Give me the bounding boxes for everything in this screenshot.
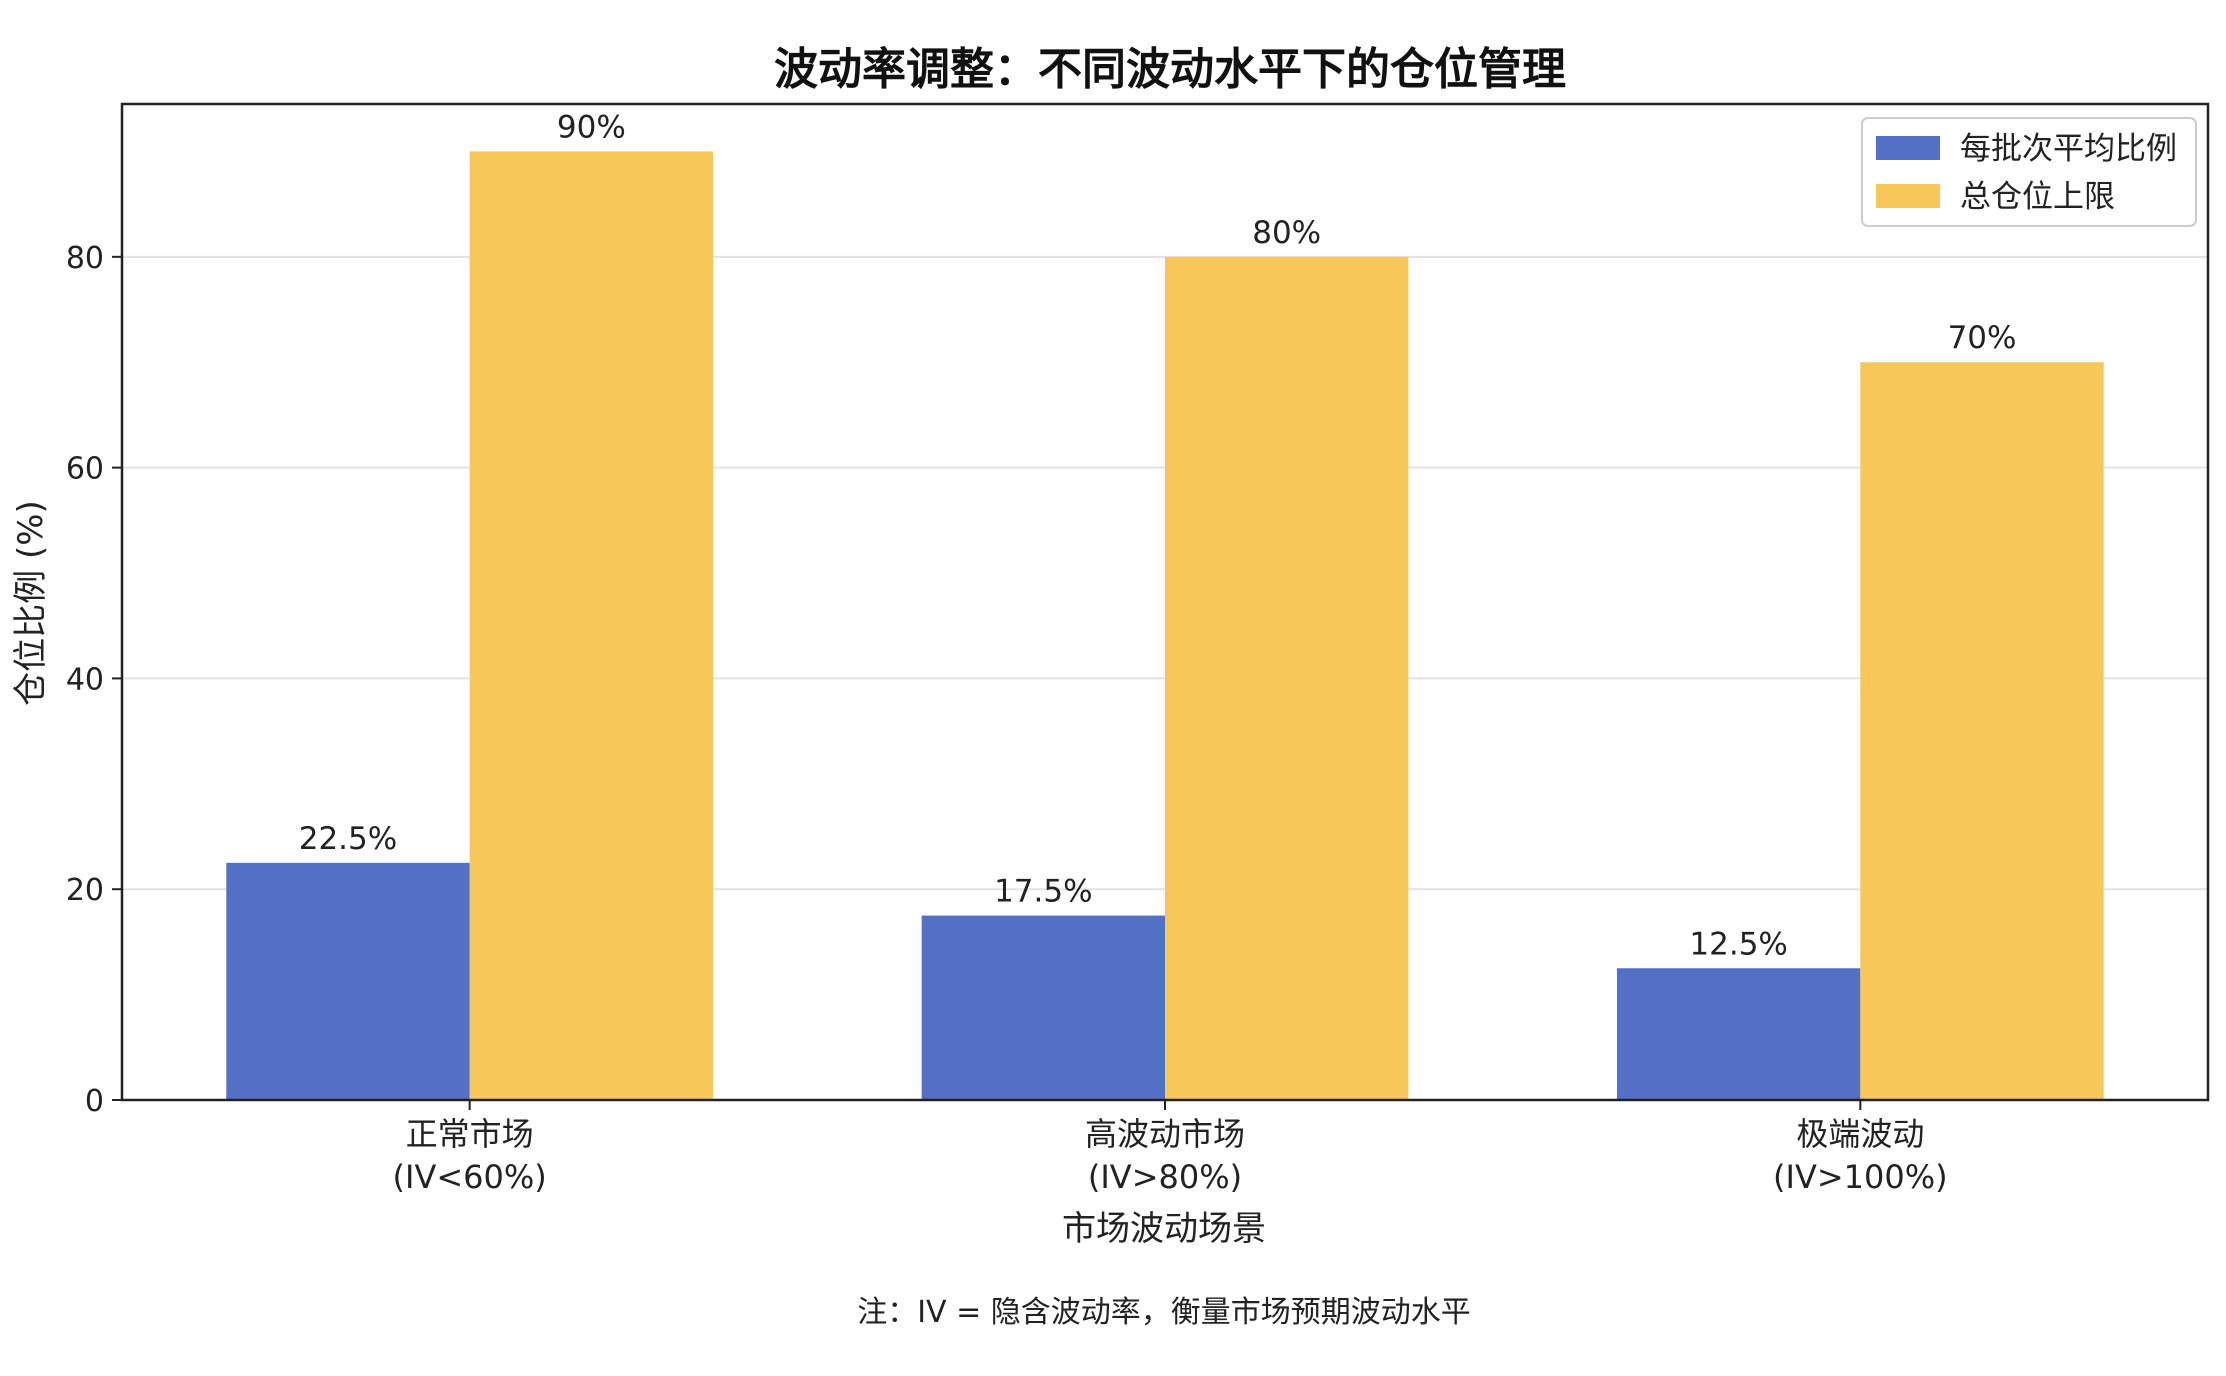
value-labels-layer: 22.5% 90% 17.5% 80% 12.5% 70% — [299, 109, 2017, 962]
bars-layer — [226, 151, 2104, 1100]
y-axis-label: 仓位比例 (%) — [11, 500, 51, 706]
x-tick-label: 极端波动 — [1796, 1115, 1924, 1153]
x-axis-label: 市场波动场景 — [1062, 1209, 1266, 1249]
bar-total-cap — [1860, 362, 2104, 1100]
y-tick-label: 40 — [66, 662, 104, 697]
y-axis: 0 20 40 60 80 — [66, 241, 122, 1119]
x-tick-label: (IV>100%) — [1773, 1158, 1948, 1196]
y-tick-label: 80 — [66, 241, 104, 276]
bar-value-label: 22.5% — [299, 821, 397, 857]
bar-total-cap — [469, 151, 714, 1100]
bar-batch-average — [226, 862, 470, 1100]
bar-batch-average — [1616, 968, 1861, 1100]
x-tick-label: 正常市场 — [406, 1115, 534, 1153]
bar-value-label: 17.5% — [994, 874, 1092, 910]
legend-label-batch-average: 每批次平均比例 — [1960, 131, 2177, 167]
legend-swatch-total-cap — [1876, 184, 1940, 208]
legend-box — [1861, 117, 2197, 227]
bar-value-label: 90% — [557, 109, 626, 145]
legend-swatch-batch-average — [1876, 136, 1940, 160]
y-tick-label: 0 — [85, 1084, 104, 1119]
bar-value-label: 12.5% — [1689, 926, 1787, 962]
bar-total-cap — [1165, 256, 1409, 1100]
x-axis: 正常市场 (IV<60%) 高波动市场 (IV>80%) 极端波动 (IV>100%) — [393, 1100, 1948, 1196]
x-tick-label: (IV>80%) — [1088, 1158, 1242, 1196]
bar-batch-average — [921, 915, 1165, 1100]
bar-value-label: 80% — [1252, 215, 1321, 251]
y-tick-label: 60 — [66, 452, 104, 487]
x-tick-label: 高波动市场 — [1085, 1115, 1245, 1153]
legend: 每批次平均比例 总仓位上限 — [1861, 117, 2197, 227]
y-tick-label: 20 — [66, 873, 104, 908]
footnote: 注：IV = 隐含波动率，衡量市场预期波动水平 — [857, 1295, 1471, 1330]
chart-title: 波动率调整：不同波动水平下的仓位管理 — [774, 44, 1566, 95]
x-tick-label: (IV<60%) — [393, 1158, 547, 1196]
bar-value-label: 70% — [1948, 320, 2017, 356]
legend-label-total-cap: 总仓位上限 — [1960, 179, 2115, 215]
